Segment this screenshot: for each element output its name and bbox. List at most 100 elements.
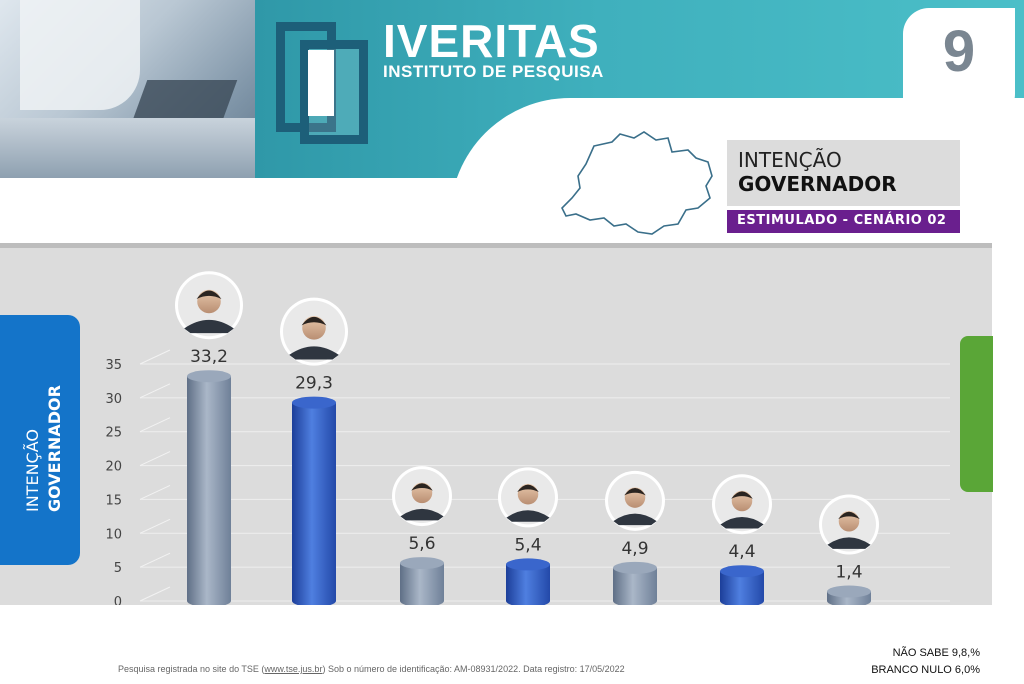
y-tick-label: 10 bbox=[105, 527, 122, 542]
bar-base bbox=[720, 595, 764, 605]
value-label: 4,4 bbox=[728, 542, 755, 562]
y-tick-label: 35 bbox=[105, 358, 122, 373]
candidate-avatar bbox=[605, 470, 665, 531]
bar-body bbox=[292, 402, 336, 601]
avatar-suit bbox=[289, 346, 339, 360]
side-tab-line1: INTENÇÃO bbox=[23, 429, 42, 512]
footer-registration: Pesquisa registrada no site do TSE (www.… bbox=[118, 664, 625, 674]
side-tab-text: INTENÇÃO GOVERNADOR bbox=[22, 312, 66, 512]
bar-eduardo bbox=[292, 396, 336, 605]
right-green-tab bbox=[960, 336, 993, 492]
perspective-line bbox=[139, 417, 171, 433]
bar-cap bbox=[827, 585, 871, 598]
candidate-avatars bbox=[175, 271, 879, 555]
bar-carol bbox=[400, 557, 444, 605]
candidate-avatar bbox=[712, 474, 772, 535]
bar-body bbox=[506, 564, 550, 601]
avatar-hair bbox=[196, 290, 222, 299]
avatar-suit bbox=[400, 508, 444, 521]
bar-base bbox=[292, 595, 336, 605]
bar-cap bbox=[720, 565, 764, 578]
value-label: 5,4 bbox=[514, 535, 541, 555]
perspective-line bbox=[139, 383, 171, 399]
photo-desk bbox=[0, 118, 270, 178]
candidate-avatar bbox=[280, 297, 348, 366]
y-tick-label: 15 bbox=[105, 493, 122, 508]
perspective-line bbox=[139, 349, 171, 365]
bar-base bbox=[506, 595, 550, 605]
branco-nulo-label: BRANCO NULO 6,0% bbox=[871, 664, 980, 676]
amazonas-map-icon bbox=[561, 131, 713, 235]
y-tick-label: 20 bbox=[105, 460, 122, 475]
avatar-hair bbox=[517, 484, 539, 493]
bar-henrique bbox=[613, 561, 657, 605]
bar-base bbox=[400, 595, 444, 605]
scenario-badge bbox=[727, 210, 960, 233]
chart-panel-top-edge bbox=[0, 243, 992, 248]
y-tick-label: 30 bbox=[105, 392, 122, 407]
bar-marcelo-amil bbox=[827, 585, 871, 605]
tse-link[interactable]: www.tse.jus.br bbox=[264, 664, 323, 674]
bar-base bbox=[613, 595, 657, 605]
candidate-avatar bbox=[498, 467, 558, 528]
title-line2: GOVERNADOR bbox=[738, 172, 897, 196]
bar-cap bbox=[187, 370, 231, 383]
value-label: 4,9 bbox=[621, 539, 648, 559]
value-labels: 33,2 29,3 5,6 5,4 4,9 4,4 1,4 bbox=[190, 347, 862, 582]
y-tick-labels: 0 5 10 15 20 25 30 35 bbox=[105, 358, 122, 605]
scenario-label: ESTIMULADO - CENÁRIO 02 bbox=[737, 213, 947, 228]
photo-laptop bbox=[132, 80, 238, 120]
bar-body bbox=[400, 563, 444, 601]
y-tick-label: 5 bbox=[114, 561, 122, 576]
avatar-suit bbox=[827, 537, 871, 549]
value-label: 29,3 bbox=[295, 374, 333, 394]
logo-white-bar bbox=[308, 50, 334, 116]
bars bbox=[187, 370, 871, 605]
bar-cap bbox=[400, 557, 444, 570]
bar-nicolau bbox=[506, 558, 550, 605]
photo-sleeve bbox=[20, 0, 140, 110]
footer-prefix: Pesquisa registrada no site do TSE ( bbox=[118, 664, 265, 674]
avatar-suit bbox=[613, 513, 657, 526]
chart-panel bbox=[0, 243, 992, 605]
perspective-line bbox=[139, 586, 171, 602]
page-number-tab bbox=[903, 8, 1015, 120]
side-tab-line2: GOVERNADOR bbox=[45, 385, 64, 512]
footer-suffix: ) Sob o número de identificação: AM-0893… bbox=[322, 664, 625, 674]
title-line1: INTENÇÃO bbox=[738, 148, 842, 172]
avatar-suit bbox=[720, 517, 764, 529]
nao-sabe-label: NÃO SABE 9,8,% bbox=[892, 647, 980, 659]
value-label: 5,6 bbox=[408, 534, 435, 554]
bar-cap bbox=[292, 396, 336, 409]
avatar-suit bbox=[506, 510, 550, 522]
y-tick-label: 25 bbox=[105, 426, 122, 441]
candidate-avatar bbox=[819, 494, 879, 555]
avatar-hair bbox=[624, 487, 646, 496]
value-label: 33,2 bbox=[190, 347, 228, 367]
header-photo bbox=[0, 0, 270, 178]
bar-cap bbox=[506, 558, 550, 571]
perspective-line bbox=[139, 518, 171, 534]
avatar-suit bbox=[184, 319, 234, 334]
brand-name: IVERITAS bbox=[383, 15, 600, 67]
bar-body bbox=[187, 376, 231, 601]
bar-plinio bbox=[720, 565, 764, 605]
perspective-line bbox=[139, 484, 171, 500]
candidate-avatar bbox=[175, 271, 243, 340]
bar-base bbox=[827, 595, 871, 605]
title-box bbox=[727, 140, 960, 206]
page-number: 9 bbox=[942, 19, 976, 84]
bar-wilson bbox=[187, 370, 231, 605]
bar-base bbox=[187, 595, 231, 605]
side-tab bbox=[0, 315, 80, 565]
brand-subtitle: INSTITUTO DE PESQUISA bbox=[383, 62, 604, 81]
avatar-hair bbox=[731, 491, 753, 499]
bar-cap bbox=[613, 561, 657, 574]
value-label: 1,4 bbox=[835, 563, 862, 583]
y-tick-label: 0 bbox=[114, 595, 122, 605]
avatar-hair bbox=[411, 483, 433, 491]
perspective-line bbox=[139, 451, 171, 467]
avatar-hair bbox=[301, 316, 327, 326]
candidate-avatar bbox=[392, 466, 452, 527]
